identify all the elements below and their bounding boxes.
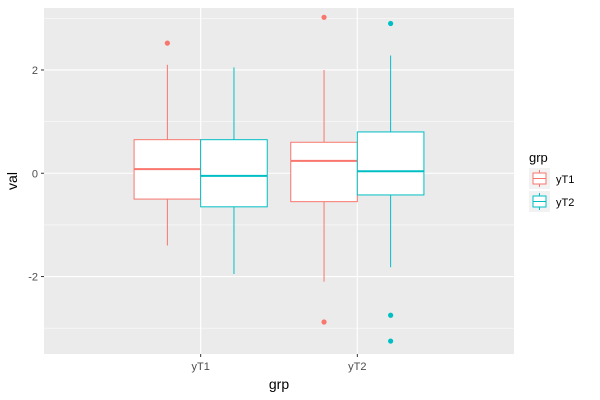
- outlier-point: [388, 20, 394, 27]
- box-iqr: [290, 141, 358, 203]
- box-yT1-yT2: [200, 67, 268, 274]
- y-axis-title: val: [4, 172, 20, 190]
- legend-keys: yT1 yT2: [529, 168, 574, 212]
- x-axis-title: grp: [269, 376, 289, 392]
- legend-label: yT2: [556, 197, 574, 209]
- legend-title: grp: [529, 150, 548, 165]
- legend-label: yT1: [556, 174, 574, 186]
- legend: grp yT1 yT2: [529, 150, 574, 212]
- box-iqr: [356, 131, 425, 196]
- outlier-point: [321, 319, 327, 325]
- box-yT2-yT1: [290, 14, 358, 325]
- box-layer: [133, 14, 425, 344]
- legend-key-yT2: yT2: [529, 191, 574, 212]
- legend-key-yT1: yT1: [529, 168, 574, 189]
- outlier-point: [164, 40, 170, 46]
- outlier-point: [388, 338, 394, 344]
- plot-panel: [44, 8, 514, 354]
- box-yT2-yT2: [356, 20, 425, 344]
- y-tick-label: 2: [32, 65, 38, 77]
- y-tick-label: -2: [28, 272, 38, 284]
- outlier-point: [388, 312, 394, 318]
- box-iqr: [200, 139, 268, 208]
- outlier-point: [321, 14, 327, 20]
- x-tick-label: yT2: [348, 361, 366, 373]
- x-tick-label: yT1: [191, 361, 209, 373]
- box-yT1-yT1: [133, 40, 202, 246]
- axis-layer: -2 0 2 yT1 yT2: [28, 65, 366, 373]
- y-tick-label: 0: [32, 168, 38, 180]
